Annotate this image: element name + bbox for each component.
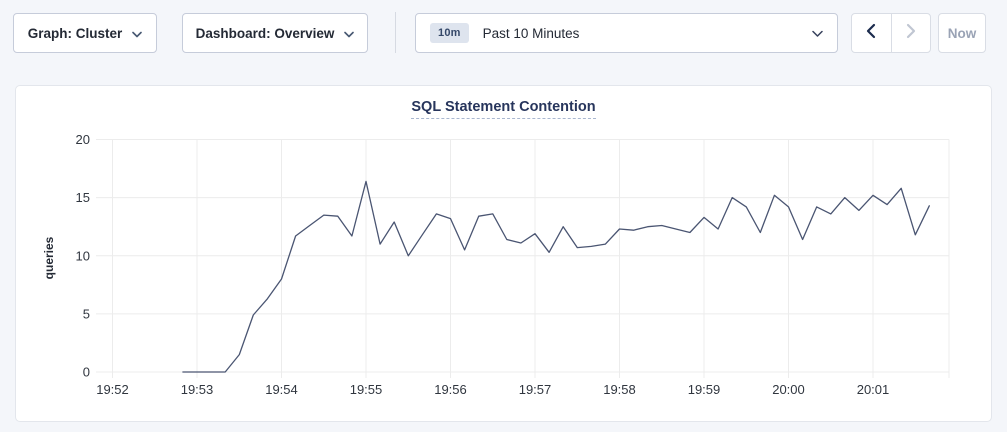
- time-range-badge: 10m: [430, 23, 469, 43]
- dashboard-dropdown-label: Dashboard: Overview: [195, 25, 335, 41]
- next-interval-button[interactable]: [890, 14, 930, 52]
- chart-card: SQL Statement Contention 0 5 10 15 20 19:52 19…: [15, 85, 992, 422]
- chevron-down-icon: [812, 26, 823, 41]
- time-range-dropdown[interactable]: 10m Past 10 Minutes: [415, 13, 838, 53]
- x-tick-label: 20:00: [772, 382, 805, 397]
- graph-dropdown[interactable]: Graph: Cluster: [13, 13, 157, 53]
- line-chart: 0 5 10 15 20 19:52 19:53 19:54 19:55 19:56 19:57 19…: [42, 132, 950, 397]
- time-step-buttons: [851, 13, 931, 53]
- x-tick-label: 19:53: [181, 382, 214, 397]
- y-tick-label: 15: [76, 190, 90, 205]
- prev-interval-button[interactable]: [852, 14, 891, 52]
- chevron-left-icon: [866, 23, 876, 44]
- y-tick-label: 0: [83, 365, 90, 380]
- chart-title[interactable]: SQL Statement Contention: [411, 99, 596, 119]
- toolbar: Graph: Cluster Dashboard: Overview 10m P…: [0, 0, 1007, 68]
- x-tick-label: 19:56: [434, 382, 467, 397]
- now-button[interactable]: Now: [938, 13, 986, 53]
- chart-line: [182, 180, 930, 373]
- x-tick-label: 19:58: [603, 382, 636, 397]
- chevron-down-icon: [344, 26, 355, 41]
- chevron-right-icon: [906, 23, 916, 44]
- x-tick-label: 19:57: [519, 382, 552, 397]
- time-range-label: Past 10 Minutes: [482, 25, 580, 41]
- now-button-label: Now: [947, 25, 977, 41]
- y-axis-label: queries: [42, 236, 56, 279]
- graph-dropdown-label: Graph: Cluster: [27, 25, 123, 41]
- y-tick-label: 5: [83, 306, 90, 321]
- dashboard-dropdown[interactable]: Dashboard: Overview: [182, 13, 368, 53]
- x-tick-label: 19:59: [688, 382, 721, 397]
- x-tick-label: 19:55: [350, 382, 383, 397]
- y-tick-label: 10: [76, 248, 90, 263]
- x-tick-label: 19:54: [265, 382, 298, 397]
- toolbar-divider: [395, 12, 396, 53]
- x-tick-label: 19:52: [96, 382, 129, 397]
- y-tick-label: 20: [76, 132, 90, 147]
- x-tick-label: 20:01: [857, 382, 890, 397]
- chevron-down-icon: [132, 26, 143, 41]
